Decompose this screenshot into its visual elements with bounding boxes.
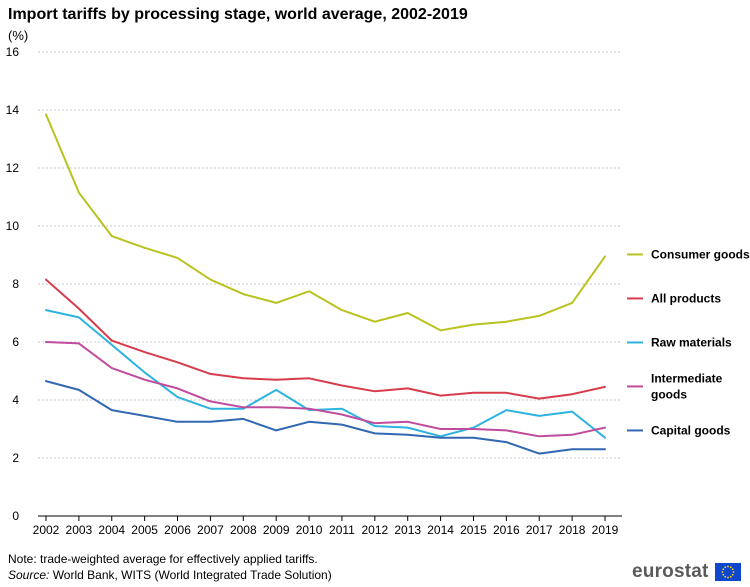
y-tick-label: 8 [12, 277, 19, 291]
x-tick-label: 2011 [329, 523, 355, 537]
eu-flag-icon [715, 563, 741, 581]
x-tick-label: 2019 [592, 523, 619, 537]
series-line-consumer-goods [45, 113, 606, 332]
series-line-all-products [45, 278, 606, 400]
y-tick-label: 0 [12, 509, 19, 523]
legend-label-intermediate-goods: goods [651, 387, 687, 401]
chart-source: Source: World Bank, WITS (World Integrat… [8, 568, 332, 582]
legend-label-intermediate-goods: Intermediate [651, 371, 723, 385]
series-lines [45, 113, 606, 455]
chart-note: Note: trade-weighted average for effecti… [8, 552, 318, 566]
x-tick-label: 2004 [98, 523, 125, 537]
series-line-intermediate-goods [45, 341, 606, 438]
y-tick-label: 4 [12, 393, 19, 407]
chart-title: Import tariffs by processing stage, worl… [8, 6, 468, 23]
y-tick-label: 16 [6, 45, 20, 59]
x-tick-label: 2009 [263, 523, 290, 537]
legend: Consumer goods All products Raw materials I… [627, 247, 750, 437]
source-label: Source: [8, 568, 50, 582]
x-tick-label: 2002 [33, 523, 60, 537]
x-tick-label: 2008 [230, 523, 257, 537]
x-axis-ticks: 2002 2003 2004 2005 2006 2007 2008 2009 2010 2011… [33, 516, 619, 537]
x-tick-label: 2003 [66, 523, 93, 537]
grid-lines [38, 51, 622, 517]
y-axis-ticks: 0 2 4 6 8 10 12 14 16 [6, 45, 20, 523]
y-tick-label: 12 [6, 161, 20, 175]
y-tick-label: 10 [6, 219, 20, 233]
y-axis-unit-label: (%) [8, 28, 29, 43]
x-tick-label: 2017 [526, 523, 553, 537]
series-line-raw-materials [45, 309, 606, 439]
x-tick-label: 2014 [427, 523, 454, 537]
legend-label-raw-materials: Raw materials [651, 335, 732, 349]
y-tick-label: 2 [12, 451, 19, 465]
x-tick-label: 2010 [296, 523, 323, 537]
x-tick-label: 2006 [164, 523, 191, 537]
eurostat-logo-text: eurostat [632, 561, 709, 582]
y-tick-label: 6 [12, 335, 19, 349]
y-tick-label: 14 [6, 103, 20, 117]
source-text: World Bank, WITS (World Integrated Trade… [49, 568, 332, 582]
x-tick-label: 2007 [197, 523, 224, 537]
legend-label-capital-goods: Capital goods [651, 423, 731, 437]
x-tick-label: 2018 [559, 523, 586, 537]
x-tick-label: 2012 [361, 523, 388, 537]
x-tick-label: 2015 [460, 523, 487, 537]
series-line-capital-goods [45, 380, 606, 455]
x-tick-label: 2005 [131, 523, 158, 537]
legend-label-all-products: All products [651, 291, 721, 305]
legend-label-consumer-goods: Consumer goods [651, 247, 750, 261]
x-tick-label: 2016 [493, 523, 520, 537]
x-tick-label: 2013 [394, 523, 421, 537]
